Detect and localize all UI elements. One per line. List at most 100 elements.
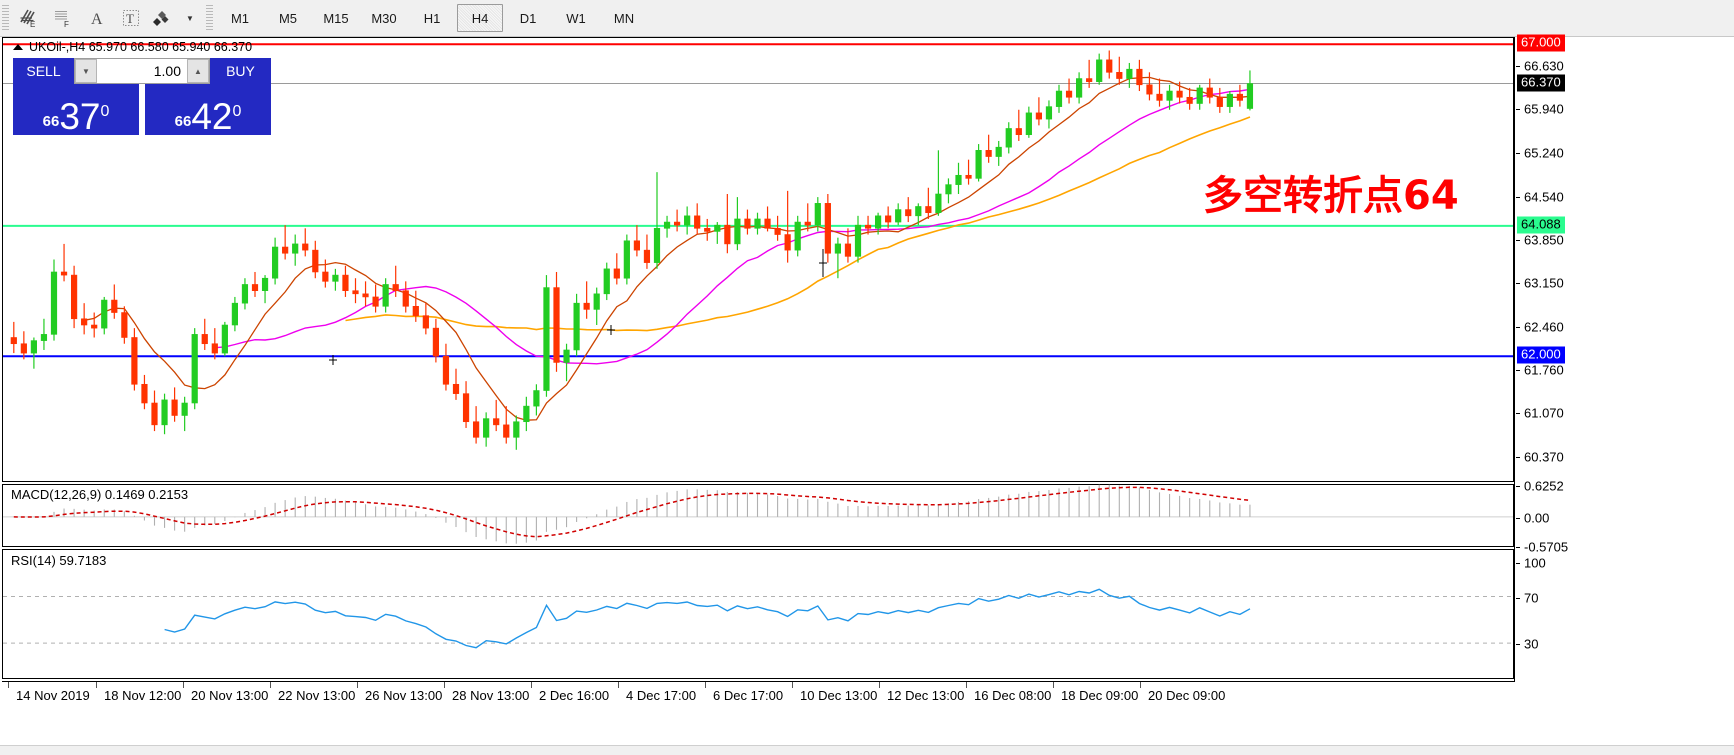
svg-text:E: E [30,20,35,29]
time-tick [531,682,532,688]
time-tick [1053,682,1054,688]
price-tick [1516,109,1520,111]
price-tick [1516,196,1520,198]
price-axis-separator [1514,37,1515,682]
time-tick-label: 2 Dec 16:00 [539,688,610,703]
time-tick [705,682,706,688]
main-toolbar: E F A T [0,0,1734,37]
support-badge[interactable]: 62.000 [1517,346,1565,364]
price-tick [1516,413,1520,415]
octp-price-row: 66 37 0 66 42 0 [13,84,271,135]
objects-icon[interactable] [148,3,182,33]
expert-advisors-icon[interactable]: E [12,3,46,33]
buy-button[interactable]: BUY [210,58,271,84]
macd-tick-label: -0.5705 [1524,539,1569,555]
price-tick [1516,239,1520,241]
timeframe-m1[interactable]: M1 [230,10,250,26]
resistance-badge[interactable]: 67.000 [1517,34,1565,52]
volume-value[interactable]: 1.00 [153,63,181,79]
indicators-icon[interactable]: F [46,3,80,33]
macd-scale: 0.6252 0.00 -0.5705 [1516,479,1734,555]
macd-tick [1516,517,1520,519]
timeframe-w1[interactable]: W1 [566,10,586,26]
time-tick-label: 10 Dec 13:00 [800,688,878,703]
price-tick [1516,283,1520,285]
sell-button[interactable]: SELL [13,58,74,84]
bid-price-fraction: 0 [100,103,110,120]
time-tick [792,682,793,688]
one-click-trading-panel[interactable]: SELL ▼ 1.00 ▲ BUY 66 37 0 66 [13,58,271,135]
time-tick [270,682,271,688]
pivot-badge[interactable]: 64.088 [1517,216,1565,234]
ask-price[interactable]: 66 42 0 [145,84,271,135]
timeframe-h4[interactable]: H4 [457,4,503,32]
symbol-ohlc-label: UKOil-,H4 65.970 66.580 65.940 66.370 [29,40,253,54]
rsi-tick-label: 70 [1524,590,1539,606]
time-tick-label: 6 Dec 17:00 [713,688,784,703]
macd-tick-label: 0.00 [1524,510,1550,526]
chart-annotation-text[interactable]: 多空转折点64 [1203,173,1459,219]
timeframe-m30[interactable]: M30 [371,10,397,26]
time-tick-label: 20 Dec 09:00 [1148,688,1226,703]
ask-price-fraction: 0 [232,103,242,120]
price-tick-label: 62.460 [1524,319,1564,334]
timeframe-mn[interactable]: MN [613,10,635,26]
rsi-tick [1516,597,1520,599]
volume-decrease-icon[interactable]: ▼ [75,59,97,83]
svg-text:A: A [91,11,103,28]
ask-price-main: 42 [191,96,233,137]
time-tick [183,682,184,688]
chart-collapse-icon[interactable] [13,44,23,50]
price-tick [1516,153,1520,155]
price-canvas [3,43,1513,450]
rsi-tick-label: 100 [1524,555,1546,571]
macd-label: MACD(12,26,9) 0.1469 0.2153 [11,487,189,502]
volume-increase-icon[interactable]: ▲ [187,59,209,83]
svg-text:F: F [64,20,69,29]
price-scale[interactable]: 66.630 65.940 65.240 64.540 63.850 63.150 62.4… [1516,34,1734,482]
price-tick [1516,370,1520,372]
time-scale[interactable]: 14 Nov 2019 18 Nov 12:00 20 Nov 13:00 22 No… [2,681,1514,715]
price-pane[interactable]: UKOil-,H4 65.970 66.580 65.940 66.370 SE… [2,37,1514,482]
timeframe-d1[interactable]: D1 [519,10,537,26]
text-box-icon[interactable]: T [114,3,148,33]
objects-dropdown-icon[interactable]: ▼ [186,13,194,23]
price-tick-label: 65.940 [1524,101,1564,117]
macd-pane[interactable]: MACD(12,26,9) 0.1469 0.2153 [2,484,1514,547]
price-tick [1516,66,1520,68]
price-tick-label: 65.240 [1524,145,1564,161]
toolbar-grip-1[interactable] [2,5,9,31]
svg-text:T: T [126,11,134,26]
toolbar-grip-2[interactable] [206,5,213,31]
time-tick [8,682,9,688]
time-tick [96,682,97,688]
time-tick-label: 22 Nov 13:00 [278,688,356,703]
macd-tick-label: 0.6252 [1524,478,1564,494]
volume-stepper[interactable]: ▼ 1.00 ▲ [74,58,210,84]
ask-price-prefix: 66 [174,113,192,130]
time-tick-label: 18 Nov 12:00 [104,688,182,703]
time-tick-label: 20 Nov 13:00 [191,688,269,703]
timeframe-m5[interactable]: M5 [278,10,298,26]
bid-price[interactable]: 66 37 0 [13,84,139,135]
time-tick [444,682,445,688]
macd-tick [1516,547,1520,548]
timeframe-h1[interactable]: H1 [423,10,441,26]
price-tick-label: 66.630 [1524,58,1564,74]
timeframe-m15[interactable]: M15 [323,10,349,26]
text-label-icon[interactable]: A [80,3,114,33]
rsi-tick [1516,562,1520,564]
macd-tick [1516,486,1520,487]
price-tick-label: 63.850 [1524,232,1564,248]
rsi-pane[interactable]: RSI(14) 59.7183 [2,549,1514,679]
chart-area[interactable]: UKOil-,H4 65.970 66.580 65.940 66.370 SE… [0,34,1734,754]
time-tick [357,682,358,688]
time-tick-label: 12 Dec 13:00 [887,688,965,703]
rsi-tick [1516,644,1520,646]
last-price-badge[interactable]: 66.370 [1517,74,1565,92]
price-tick [1516,456,1520,458]
price-tick-label: 63.150 [1524,275,1564,291]
time-tick-label: 16 Dec 08:00 [974,688,1052,703]
octp-top-row: SELL ▼ 1.00 ▲ BUY [13,58,271,84]
